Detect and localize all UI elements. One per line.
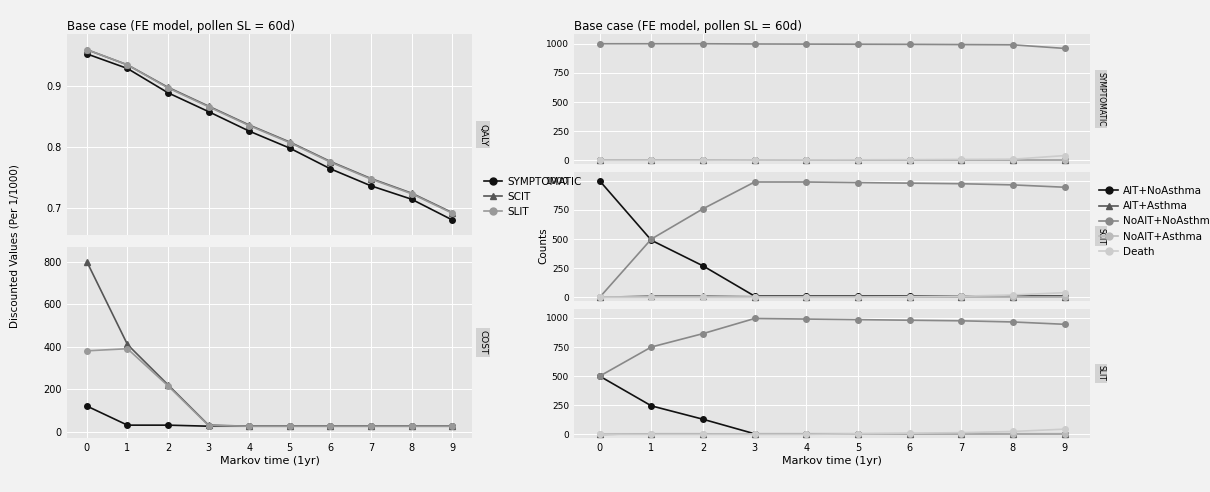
Text: QALY: QALY: [478, 123, 488, 146]
Text: SCIT: SCIT: [1096, 228, 1106, 245]
Text: Base case (FE model, pollen SL = 60d): Base case (FE model, pollen SL = 60d): [67, 20, 294, 33]
Text: COST: COST: [478, 330, 488, 355]
Text: Counts: Counts: [538, 228, 548, 264]
Text: Base case (FE model, pollen SL = 60d): Base case (FE model, pollen SL = 60d): [574, 20, 802, 33]
Legend: AIT+NoAsthma, AIT+Asthma, NoAIT+NoAsthma, NoAIT+Asthma, Death: AIT+NoAsthma, AIT+Asthma, NoAIT+NoAsthma…: [1099, 186, 1210, 257]
Legend: SYMPTOMATIC, SCIT, SLIT: SYMPTOMATIC, SCIT, SLIT: [484, 177, 582, 217]
Text: Discounted Values (Per 1/1000): Discounted Values (Per 1/1000): [10, 164, 19, 328]
X-axis label: Markov time (1yr): Markov time (1yr): [782, 456, 882, 465]
X-axis label: Markov time (1yr): Markov time (1yr): [219, 456, 319, 465]
Text: SLIT: SLIT: [1096, 365, 1106, 381]
Text: SYMPTOMATIC: SYMPTOMATIC: [1096, 72, 1106, 126]
